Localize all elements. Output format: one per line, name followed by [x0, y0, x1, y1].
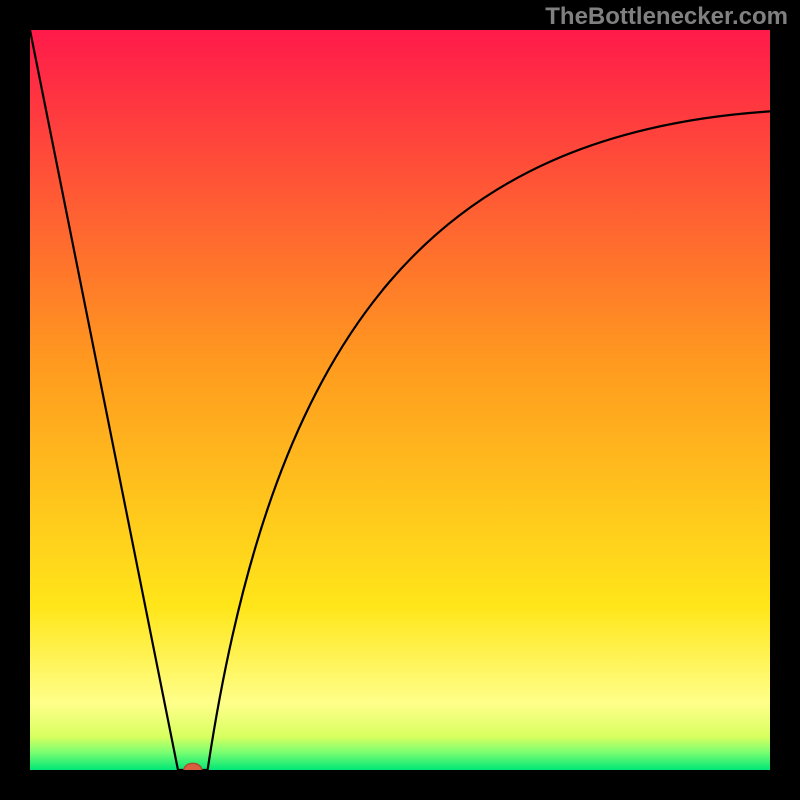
bottleneck-chart — [0, 0, 800, 800]
chart-background — [30, 30, 770, 770]
watermark-text: TheBottlenecker.com — [545, 3, 788, 31]
chart-frame: TheBottlenecker.com — [0, 0, 800, 800]
